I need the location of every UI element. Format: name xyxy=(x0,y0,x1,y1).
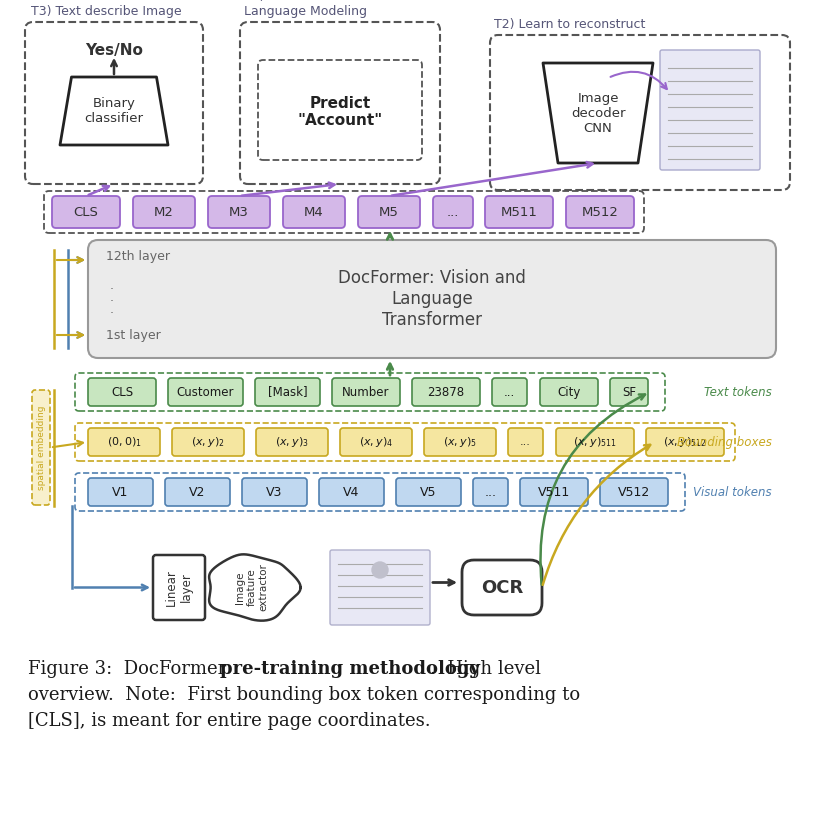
Text: V5: V5 xyxy=(420,485,437,498)
Text: Visual tokens: Visual tokens xyxy=(693,485,772,498)
FancyBboxPatch shape xyxy=(540,378,598,406)
Text: $(x,y)_5$: $(x,y)_5$ xyxy=(443,435,477,449)
Text: spatial embedding: spatial embedding xyxy=(37,406,46,490)
Polygon shape xyxy=(60,77,168,145)
Text: T3) Text describe Image: T3) Text describe Image xyxy=(31,5,182,18)
FancyBboxPatch shape xyxy=(492,378,527,406)
FancyBboxPatch shape xyxy=(88,378,156,406)
Text: V511: V511 xyxy=(538,485,570,498)
Text: Yes/No: Yes/No xyxy=(85,43,143,57)
Text: T1) Multi-modal Masked
Language Modeling: T1) Multi-modal Masked Language Modeling xyxy=(244,0,394,18)
Text: OCR: OCR xyxy=(481,579,523,597)
Text: CLS: CLS xyxy=(74,205,99,218)
FancyBboxPatch shape xyxy=(255,378,320,406)
FancyBboxPatch shape xyxy=(473,478,508,506)
Text: Customer: Customer xyxy=(177,386,234,398)
Text: pre-training methodology: pre-training methodology xyxy=(220,660,480,678)
FancyBboxPatch shape xyxy=(485,196,553,228)
Text: Bounding boxes: Bounding boxes xyxy=(677,435,772,448)
Text: 12th layer: 12th layer xyxy=(106,250,170,263)
Text: ...: ... xyxy=(447,205,459,218)
FancyBboxPatch shape xyxy=(566,196,634,228)
FancyBboxPatch shape xyxy=(52,196,120,228)
Text: .  High level: . High level xyxy=(430,660,541,678)
Text: M511: M511 xyxy=(500,205,538,218)
Text: Image
feature
extractor: Image feature extractor xyxy=(236,563,269,612)
FancyBboxPatch shape xyxy=(556,428,634,456)
FancyBboxPatch shape xyxy=(242,478,307,506)
FancyBboxPatch shape xyxy=(88,428,160,456)
FancyBboxPatch shape xyxy=(396,478,461,506)
FancyBboxPatch shape xyxy=(433,196,473,228)
Text: M512: M512 xyxy=(582,205,618,218)
FancyBboxPatch shape xyxy=(424,428,496,456)
Text: Text tokens: Text tokens xyxy=(704,386,772,398)
Text: Predict
"Account": Predict "Account" xyxy=(297,96,383,128)
Text: overview.  Note:  First bounding box token corresponding to: overview. Note: First bounding box token… xyxy=(28,686,580,704)
FancyBboxPatch shape xyxy=(520,478,588,506)
FancyBboxPatch shape xyxy=(165,478,230,506)
FancyBboxPatch shape xyxy=(610,378,648,406)
FancyBboxPatch shape xyxy=(600,478,668,506)
Text: M5: M5 xyxy=(379,205,399,218)
FancyBboxPatch shape xyxy=(330,550,430,625)
Text: .: . xyxy=(110,302,114,315)
Text: V4: V4 xyxy=(344,485,359,498)
Text: City: City xyxy=(557,386,581,398)
Text: .: . xyxy=(110,278,114,291)
FancyBboxPatch shape xyxy=(319,478,384,506)
FancyBboxPatch shape xyxy=(133,196,195,228)
Text: $(x,y)_{511}$: $(x,y)_{511}$ xyxy=(573,435,617,449)
Text: V512: V512 xyxy=(618,485,650,498)
FancyBboxPatch shape xyxy=(88,240,776,358)
Text: [CLS], is meant for entire page coordinates.: [CLS], is meant for entire page coordina… xyxy=(28,712,431,730)
FancyBboxPatch shape xyxy=(172,428,244,456)
Text: ...: ... xyxy=(520,437,531,447)
Text: V1: V1 xyxy=(112,485,129,498)
FancyBboxPatch shape xyxy=(358,196,420,228)
Text: CLS: CLS xyxy=(111,386,133,398)
FancyBboxPatch shape xyxy=(153,555,205,620)
Text: M2: M2 xyxy=(154,205,174,218)
FancyBboxPatch shape xyxy=(208,196,270,228)
Text: ...: ... xyxy=(485,485,496,498)
Text: Linear
layer: Linear layer xyxy=(165,569,193,606)
FancyBboxPatch shape xyxy=(256,428,328,456)
Text: $(0,0)_1$: $(0,0)_1$ xyxy=(106,435,141,449)
Text: .: . xyxy=(110,291,114,304)
FancyBboxPatch shape xyxy=(660,50,760,170)
Text: Image
decoder
CNN: Image decoder CNN xyxy=(571,91,625,135)
FancyBboxPatch shape xyxy=(32,390,50,505)
Text: T2) Learn to reconstruct: T2) Learn to reconstruct xyxy=(494,18,646,31)
Text: Binary
classifier: Binary classifier xyxy=(85,97,144,125)
Text: M3: M3 xyxy=(229,205,249,218)
Text: ...: ... xyxy=(504,386,515,398)
FancyBboxPatch shape xyxy=(283,196,345,228)
Text: 23878: 23878 xyxy=(427,386,465,398)
Text: $(x,y)_4$: $(x,y)_4$ xyxy=(359,435,393,449)
Polygon shape xyxy=(543,63,653,163)
FancyBboxPatch shape xyxy=(462,560,542,615)
Text: $(x,y)_{512}$: $(x,y)_{512}$ xyxy=(663,435,707,449)
Circle shape xyxy=(372,562,388,578)
Text: V3: V3 xyxy=(266,485,283,498)
Polygon shape xyxy=(209,554,300,621)
Text: $(x,y)_3$: $(x,y)_3$ xyxy=(275,435,309,449)
FancyBboxPatch shape xyxy=(508,428,543,456)
Text: Number: Number xyxy=(342,386,390,398)
FancyBboxPatch shape xyxy=(412,378,480,406)
Text: $(x,y)_2$: $(x,y)_2$ xyxy=(191,435,225,449)
Text: Figure 3:  DocFormer: Figure 3: DocFormer xyxy=(28,660,232,678)
Text: V2: V2 xyxy=(189,485,206,498)
Text: 1st layer: 1st layer xyxy=(106,328,161,342)
Text: DocFormer: Vision and
Language
Transformer: DocFormer: Vision and Language Transform… xyxy=(338,269,526,328)
FancyBboxPatch shape xyxy=(332,378,400,406)
Text: [Mask]: [Mask] xyxy=(268,386,307,398)
FancyBboxPatch shape xyxy=(340,428,412,456)
FancyBboxPatch shape xyxy=(646,428,724,456)
FancyBboxPatch shape xyxy=(168,378,243,406)
FancyBboxPatch shape xyxy=(88,478,153,506)
Text: SF: SF xyxy=(622,386,636,398)
Text: M4: M4 xyxy=(304,205,324,218)
